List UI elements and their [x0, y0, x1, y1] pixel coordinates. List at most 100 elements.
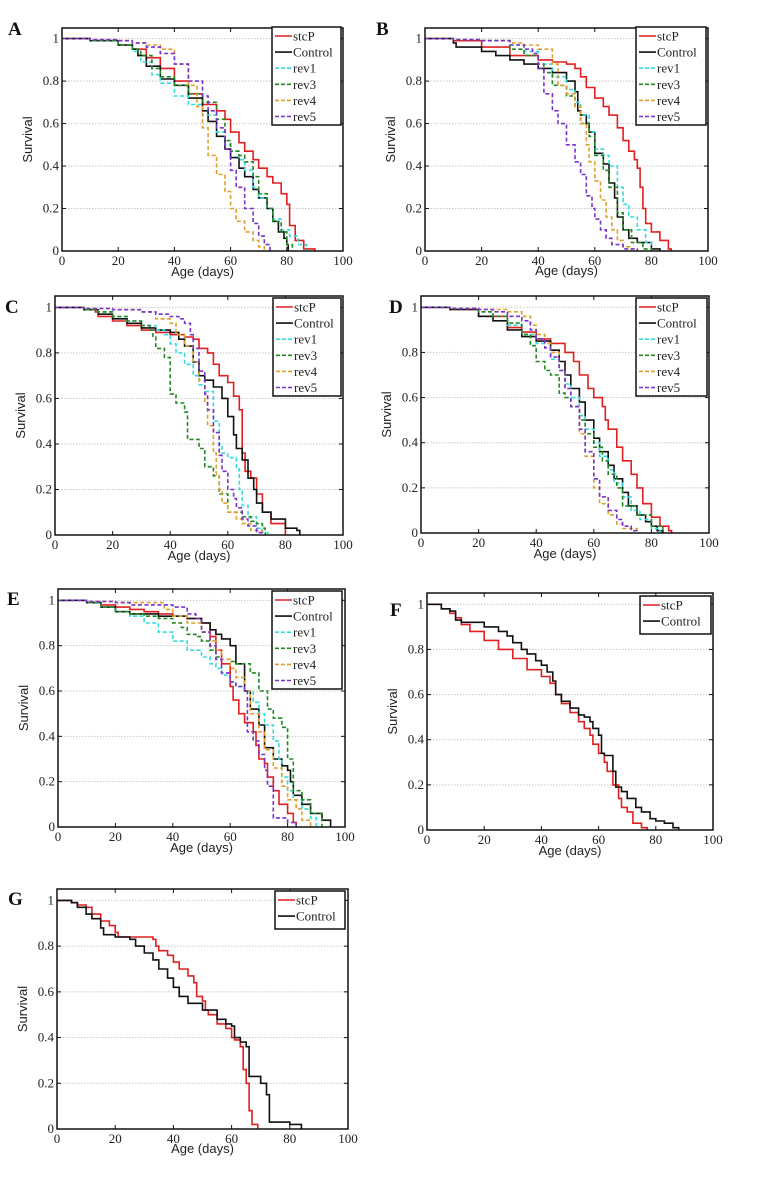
- legend-entry: Control: [657, 316, 697, 331]
- x-tick-label: 40: [166, 829, 179, 844]
- y-tick-label: 0: [48, 1121, 55, 1136]
- x-tick-label: 40: [167, 1131, 180, 1146]
- y-tick-label: 0.4: [38, 1030, 55, 1045]
- x-tick-label: 40: [532, 253, 545, 268]
- y-tick-label: 0.6: [38, 984, 55, 999]
- legend-entry: rev5: [657, 380, 680, 395]
- x-axis-label: Age (days): [539, 843, 602, 858]
- y-tick-label: 0.8: [408, 641, 424, 656]
- legend-entry: stcP: [293, 29, 315, 44]
- y-tick-label: 0.4: [408, 732, 425, 747]
- x-tick-label: 80: [280, 253, 293, 268]
- x-tick-label: 100: [333, 537, 353, 552]
- axes-frame: [420, 295, 710, 534]
- series-line-stcp: [427, 603, 648, 830]
- x-tick-label: 0: [52, 537, 59, 552]
- x-tick-label: 60: [221, 537, 234, 552]
- y-tick-label: 0: [49, 819, 56, 834]
- panel-c: C 0 0.2 0.4 0.6 0.8 1 0 20 40 60 80 100 Age (days) Sur…: [5, 295, 353, 563]
- x-tick-label: 80: [645, 535, 658, 550]
- y-tick-label: 1: [46, 299, 53, 314]
- y-tick-label: 0.6: [408, 687, 425, 702]
- y-tick-label: 0.8: [43, 73, 59, 88]
- x-tick-label: 40: [535, 832, 548, 847]
- x-tick-label: 0: [59, 253, 66, 268]
- panel-d: D 0 0.2 0.4 0.6 0.8 1 0 20 40 60 80 100 Age (days) Sur…: [379, 295, 719, 561]
- y-tick-label: 0.8: [406, 73, 422, 88]
- y-tick-label: 0.4: [402, 435, 419, 450]
- series-line-rev3: [58, 599, 323, 827]
- legend-entry: rev3: [657, 348, 680, 363]
- x-tick-label: 40: [530, 535, 543, 550]
- series-line-control: [55, 306, 301, 535]
- y-tick-label: 0.2: [402, 480, 418, 495]
- panel-label: C: [5, 297, 19, 318]
- x-tick-label: 60: [224, 253, 237, 268]
- y-tick-label: 0.2: [408, 777, 424, 792]
- y-tick-label: 0.2: [38, 1075, 54, 1090]
- y-tick-label: 0.8: [38, 938, 54, 953]
- legend-entry: Control: [293, 45, 333, 60]
- legend-entry: rev4: [293, 657, 317, 672]
- panel-f: F 0 0.2 0.4 0.6 0.8 1 0 20 40 60 80 100 Age (days) Sur…: [385, 592, 723, 858]
- x-tick-label: 80: [283, 1131, 296, 1146]
- series-line-rev4: [425, 37, 633, 251]
- y-tick-label: 0.4: [406, 158, 423, 173]
- x-axis-label: Age (days): [535, 263, 598, 278]
- y-tick-label: 0: [53, 243, 60, 258]
- y-tick-label: 0.8: [402, 344, 418, 359]
- y-tick-label: 0.2: [406, 201, 422, 216]
- x-axis-label: Age (days): [170, 840, 233, 855]
- series-line-rev3: [421, 306, 664, 533]
- y-axis-label: Survival: [379, 391, 394, 437]
- legend-entry: Control: [294, 316, 334, 331]
- x-tick-label: 0: [422, 253, 429, 268]
- x-tick-label: 100: [335, 829, 355, 844]
- legend-entry: rev3: [293, 641, 316, 656]
- panel-g: G 0 0.2 0.4 0.6 0.8 1 0 20 40 60 80 100 Age (days) Sur…: [8, 888, 358, 1156]
- series-line-control: [57, 899, 303, 1129]
- panel-a: A 0 0.2 0.4 0.6 0.8 1 0 20 40 60 80 100 Age (days) Sur…: [8, 19, 353, 279]
- axes-frame: [424, 27, 709, 252]
- legend-entry: rev5: [293, 109, 316, 124]
- legend-entry: rev5: [294, 380, 317, 395]
- x-tick-label: 100: [698, 253, 718, 268]
- y-axis-label: Survival: [13, 392, 28, 438]
- legend-entry: rev1: [293, 61, 316, 76]
- x-tick-label: 20: [472, 535, 485, 550]
- y-tick-label: 0.2: [39, 774, 55, 789]
- y-tick-label: 0: [416, 243, 423, 258]
- x-tick-label: 100: [333, 253, 353, 268]
- panel-label: B: [376, 19, 389, 40]
- x-tick-label: 20: [478, 832, 491, 847]
- x-tick-label: 80: [281, 829, 294, 844]
- y-tick-label: 0: [46, 527, 53, 542]
- legend-entry: rev1: [657, 61, 680, 76]
- legend-entry: stcP: [296, 893, 318, 908]
- axes-frame: [57, 588, 346, 828]
- x-tick-label: 20: [106, 537, 119, 552]
- y-tick-label: 0.2: [43, 201, 59, 216]
- panel-label: G: [8, 889, 23, 910]
- x-tick-label: 80: [279, 537, 292, 552]
- x-axis-label: Age (days): [168, 548, 231, 563]
- series-line-rev4: [58, 599, 312, 827]
- y-tick-label: 0.4: [39, 728, 56, 743]
- legend-entry: rev3: [293, 77, 316, 92]
- legend-entry: rev4: [657, 93, 681, 108]
- series-line-rev5: [62, 37, 271, 251]
- legend-entry: Control: [657, 45, 697, 60]
- y-tick-label: 0.8: [39, 638, 55, 653]
- legend-entry: rev1: [293, 625, 316, 640]
- legend-entry: rev4: [657, 364, 681, 379]
- x-tick-label: 80: [649, 832, 662, 847]
- y-tick-label: 1: [416, 31, 423, 46]
- legend-entry: rev5: [293, 673, 316, 688]
